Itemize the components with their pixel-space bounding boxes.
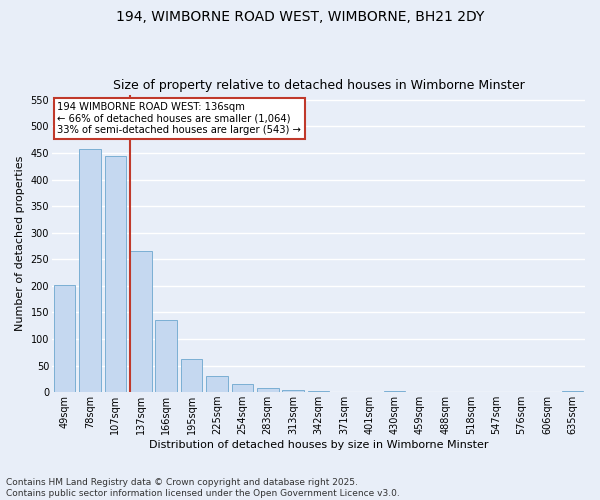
Bar bbox=[384, 390, 406, 392]
Bar bbox=[232, 384, 253, 392]
Title: Size of property relative to detached houses in Wimborne Minster: Size of property relative to detached ho… bbox=[113, 79, 524, 92]
Text: Contains HM Land Registry data © Crown copyright and database right 2025.
Contai: Contains HM Land Registry data © Crown c… bbox=[6, 478, 400, 498]
Bar bbox=[206, 376, 228, 392]
Bar bbox=[257, 388, 278, 392]
Bar bbox=[283, 390, 304, 392]
Bar bbox=[308, 390, 329, 392]
Bar bbox=[79, 150, 101, 392]
Bar bbox=[54, 286, 76, 392]
Y-axis label: Number of detached properties: Number of detached properties bbox=[15, 156, 25, 331]
Bar bbox=[130, 252, 152, 392]
Bar bbox=[104, 156, 126, 392]
Bar bbox=[155, 320, 177, 392]
Bar bbox=[562, 390, 583, 392]
Text: 194 WIMBORNE ROAD WEST: 136sqm
← 66% of detached houses are smaller (1,064)
33% : 194 WIMBORNE ROAD WEST: 136sqm ← 66% of … bbox=[57, 102, 301, 135]
Bar bbox=[181, 359, 202, 392]
Text: 194, WIMBORNE ROAD WEST, WIMBORNE, BH21 2DY: 194, WIMBORNE ROAD WEST, WIMBORNE, BH21 … bbox=[116, 10, 484, 24]
X-axis label: Distribution of detached houses by size in Wimborne Minster: Distribution of detached houses by size … bbox=[149, 440, 488, 450]
